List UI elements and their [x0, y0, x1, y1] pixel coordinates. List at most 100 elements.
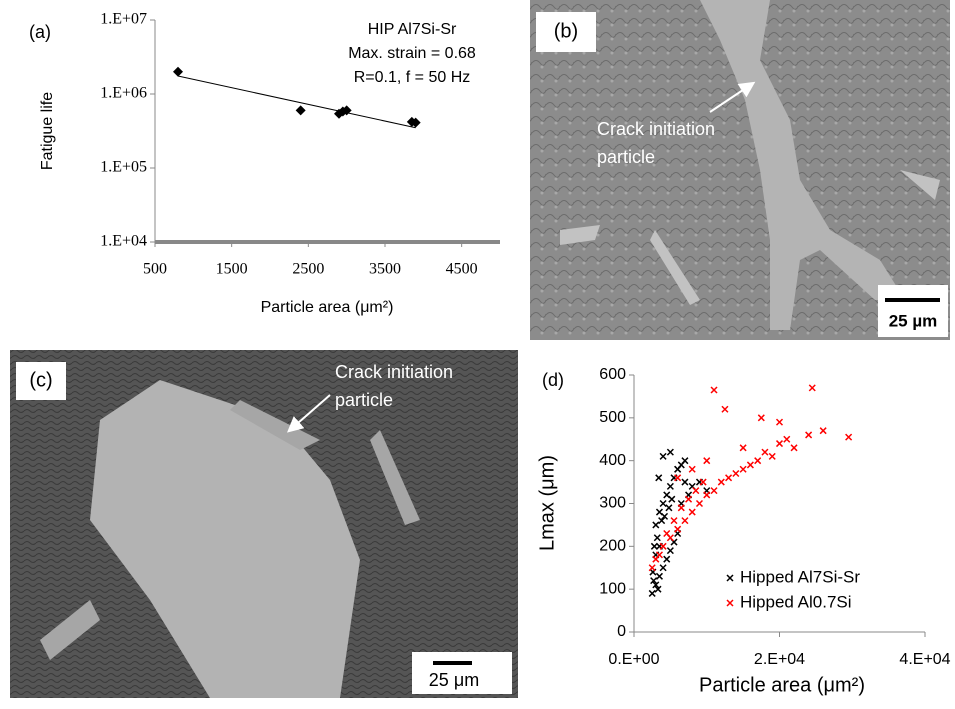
- annotation: R=0.1, f = 50 Hz: [354, 69, 471, 86]
- arrow: [709, 81, 756, 113]
- data-point: [652, 521, 660, 529]
- data-point: [757, 414, 765, 422]
- y-axis-label: Lmax (μm): [536, 455, 558, 551]
- x-tick-label: 4.E+04: [899, 651, 950, 668]
- data-point: [681, 517, 689, 525]
- data-point: [655, 551, 663, 559]
- data-point: [681, 478, 689, 486]
- data-point: [808, 384, 816, 392]
- data-point: [659, 564, 667, 572]
- data-point: [768, 452, 776, 460]
- data-point: [654, 585, 662, 593]
- micrograph-c: (c) Crack initiation particle 25 μm: [10, 350, 518, 698]
- data-point: [670, 517, 678, 525]
- data-point: [819, 427, 827, 435]
- legend-label: Hipped Al7Si-Sr: [740, 567, 860, 586]
- scale-bar: 25 μm: [429, 670, 479, 690]
- data-point: [674, 474, 682, 482]
- data-point: [725, 474, 733, 482]
- data-point: [775, 418, 784, 426]
- data-point: [732, 469, 740, 478]
- data-point: [663, 555, 671, 563]
- data-point: [695, 499, 704, 508]
- data-point: [845, 433, 853, 441]
- legend-marker: [726, 599, 734, 607]
- data-point: [710, 386, 718, 394]
- x-axis-label: Particle area (μm²): [261, 299, 394, 316]
- data-point: [648, 589, 656, 597]
- data-point: [666, 482, 674, 490]
- panel-label: (c): [29, 369, 52, 391]
- panel-label: (a): [29, 22, 51, 42]
- data-point: [739, 465, 747, 473]
- legend-marker: [726, 574, 734, 582]
- data-point: [790, 444, 798, 452]
- micrograph-b: (b) Crack initiation particle 25 µm: [530, 0, 950, 340]
- annotation: Crack initiation: [597, 119, 715, 139]
- annotation: HIP Al7Si-Sr: [368, 21, 457, 38]
- trendline: [177, 75, 416, 129]
- y-tick-label: 1.E+06: [100, 85, 147, 102]
- panel-label: (b): [554, 20, 578, 42]
- data-point: [341, 105, 352, 116]
- panel-label: (d): [542, 370, 564, 390]
- x-axis-label: Particle area (μm²): [699, 674, 865, 696]
- y-tick-label: 400: [599, 452, 626, 469]
- data-point: [688, 508, 696, 516]
- y-tick-label: 300: [599, 495, 626, 512]
- data-point: [663, 529, 671, 538]
- annotation: Crack initiation: [335, 362, 453, 382]
- data-point: [173, 66, 183, 77]
- data-point: [295, 105, 306, 116]
- data-point: [666, 547, 674, 555]
- data-point: [674, 525, 682, 533]
- data-point: [658, 517, 666, 525]
- y-tick-label: 500: [599, 409, 626, 426]
- data-point: [775, 440, 784, 448]
- data-point: [699, 478, 707, 486]
- data-point: [650, 542, 658, 550]
- data-point: [665, 504, 673, 512]
- data-point: [783, 435, 791, 443]
- y-tick-label: 600: [599, 366, 626, 383]
- x-tick-label: 1500: [216, 261, 248, 278]
- data-point: [653, 534, 661, 542]
- y-tick-label: 200: [599, 538, 626, 555]
- scale-bar: 25 µm: [889, 311, 938, 330]
- y-tick-label: 1.E+04: [100, 233, 147, 250]
- annotation: particle: [597, 147, 655, 167]
- y-tick-label: 1.E+07: [100, 11, 147, 28]
- data-point: [668, 495, 676, 503]
- x-tick-label: 2.E+04: [754, 651, 805, 668]
- data-point: [652, 581, 660, 589]
- data-point: [674, 465, 682, 473]
- x-tick-label: 4500: [446, 261, 478, 278]
- data-point: [688, 465, 696, 473]
- data-point: [761, 448, 769, 456]
- data-point: [681, 457, 689, 465]
- x-tick-label: 3500: [369, 261, 401, 278]
- data-point: [703, 491, 711, 499]
- data-point: [739, 444, 747, 452]
- data-point: [661, 512, 669, 520]
- annotation: Max. strain = 0.68: [348, 45, 476, 62]
- data-point: [666, 448, 674, 456]
- annotation: particle: [335, 390, 393, 410]
- data-point: [659, 542, 667, 550]
- data-point: [717, 478, 725, 486]
- data-point: [655, 474, 663, 482]
- data-point: [703, 457, 711, 465]
- data-point: [650, 577, 658, 585]
- data-point: [659, 452, 667, 460]
- x-tick-label: 0.E+00: [608, 651, 659, 668]
- data-point: [659, 499, 667, 508]
- data-point: [410, 117, 421, 128]
- data-point: [721, 405, 729, 413]
- data-point: [648, 564, 656, 572]
- data-point: [692, 487, 700, 495]
- data-point: [805, 431, 813, 439]
- data-point: [710, 487, 718, 495]
- y-tick-label: 0: [617, 623, 626, 640]
- data-point: [677, 504, 685, 512]
